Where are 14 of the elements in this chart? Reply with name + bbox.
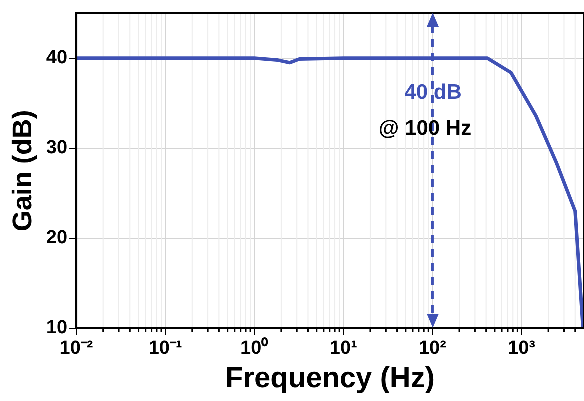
x-tick-label: 10⁰	[240, 337, 269, 360]
x-tick-label: 10⁻¹	[148, 338, 182, 360]
y-tick-label: 40	[46, 48, 68, 69]
x-tick-label: 10³	[508, 338, 536, 360]
y-tick-label: 30	[46, 138, 68, 159]
annotation: 40 dB	[404, 81, 462, 104]
x-axis-title: Frequency (Hz)	[226, 362, 436, 395]
x-tick-label: 10²	[418, 338, 446, 360]
y-tick-label: 20	[46, 228, 68, 249]
y-axis-title: Gain (dB)	[8, 110, 38, 232]
x-tick-label: 10¹	[330, 338, 358, 360]
x-tick-label: 10⁻²	[60, 338, 94, 360]
annotation: @ 100 Hz	[378, 117, 472, 140]
y-tick-label: 10	[46, 318, 68, 339]
